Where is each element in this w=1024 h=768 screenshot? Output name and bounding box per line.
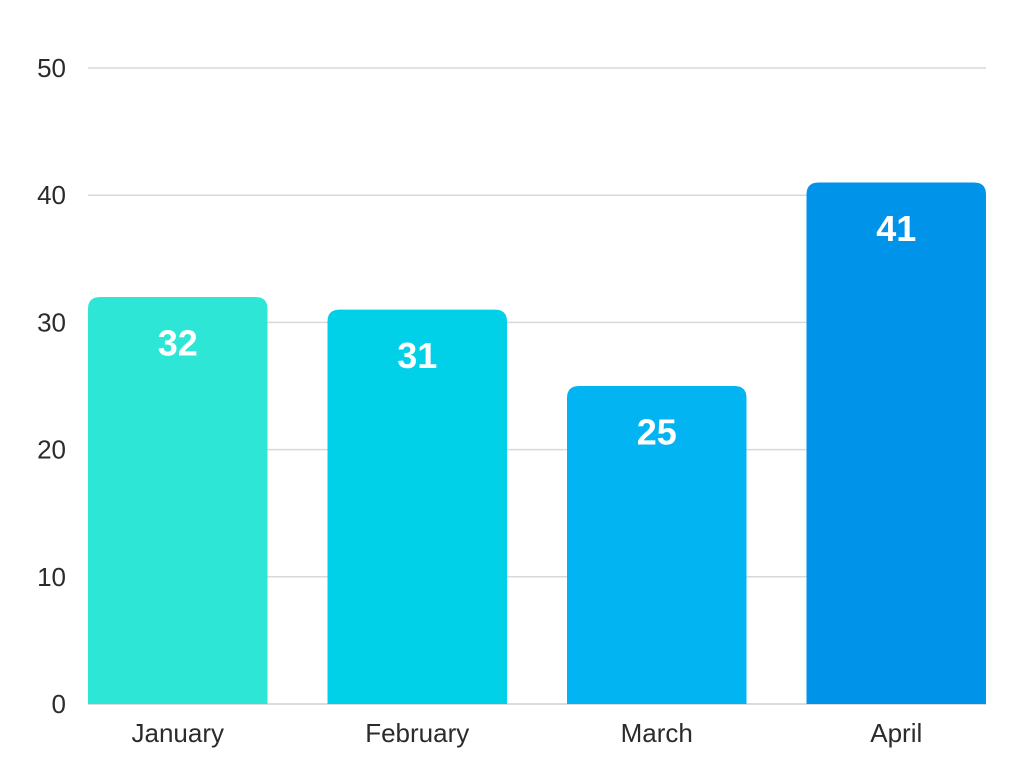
data-label-february: 31 <box>397 335 437 376</box>
bar-february[interactable] <box>327 309 508 704</box>
data-label-march: 25 <box>637 412 677 453</box>
data-label-april: 41 <box>876 208 916 249</box>
y-tick-label: 0 <box>52 689 66 719</box>
x-tick-label-april: April <box>870 718 922 748</box>
x-axis: January February March April <box>132 718 923 748</box>
y-tick-label: 10 <box>37 562 66 592</box>
data-label-january: 32 <box>158 322 198 363</box>
bar-march[interactable] <box>567 386 747 704</box>
bars: 32 31 25 41 <box>88 182 987 705</box>
x-tick-label-january: January <box>132 718 225 748</box>
bar-january[interactable] <box>88 296 268 704</box>
y-tick-label: 50 <box>37 53 66 83</box>
y-tick-label: 20 <box>37 435 66 465</box>
y-axis: 0 10 20 30 40 50 <box>37 53 66 719</box>
y-tick-label: 40 <box>37 180 66 210</box>
y-tick-label: 30 <box>37 307 66 337</box>
x-tick-label-february: February <box>365 718 469 748</box>
x-tick-label-march: March <box>621 718 693 748</box>
bar-april[interactable] <box>806 182 987 705</box>
